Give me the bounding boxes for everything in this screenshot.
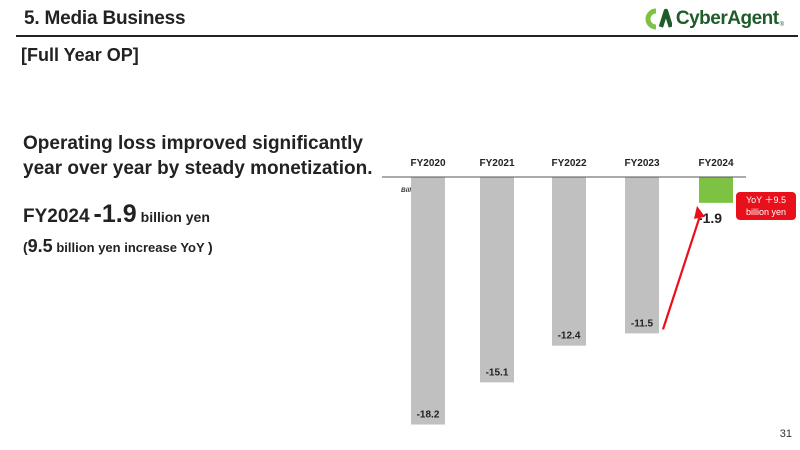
bar-fy2022 [552, 177, 586, 346]
page-number: 31 [779, 428, 792, 440]
logo-wordmark: CyberAgent [675, 8, 779, 29]
data-label: -1.9 [698, 210, 722, 226]
data-label: -18.2 [417, 410, 440, 421]
note-close-paren: ) [208, 239, 213, 255]
note-value: 9.5 [27, 236, 53, 256]
headline-text: Operating loss improved significantly ye… [23, 133, 373, 179]
x-tick-label: FY2020 [410, 158, 445, 169]
data-label: -15.1 [486, 367, 509, 378]
page-title: 5. Media Business [24, 8, 186, 29]
logo-registered-mark: ® [779, 22, 784, 28]
bar-fy2023 [625, 177, 659, 334]
note-open-paren: ( [23, 239, 28, 255]
bar-fy2021 [480, 177, 514, 383]
yoy-arrow [661, 215, 702, 330]
data-label: -12.4 [558, 331, 581, 342]
cyberagent-logo-icon [645, 8, 672, 30]
yoy-callout-badge: YoY ＋9.5 billion yen [736, 192, 796, 220]
x-tick-label: FY2024 [698, 158, 733, 169]
yoy-callout-line1: YoY ＋9.5 [745, 195, 787, 205]
fy2024-label: FY2024 [23, 206, 90, 227]
title-divider [16, 35, 798, 37]
fy2024-result: FY2024 -1.9 billion yen [23, 200, 210, 229]
bar-fy2024 [699, 177, 733, 203]
fy2024-unit: billion yen [140, 209, 210, 225]
data-label: -11.5 [631, 318, 654, 329]
bar-fy2020 [411, 177, 445, 425]
yoy-callout-line2: billion yen [745, 207, 787, 217]
note-text: billion yen increase YoY [52, 240, 209, 255]
x-tick-label: FY2023 [624, 158, 659, 169]
section-subtitle: [Full Year OP] [21, 45, 139, 65]
cyberagent-logo: CyberAgent ® [644, 6, 784, 32]
yoy-note: (9.5 billion yen increase YoY ) [23, 236, 213, 257]
yoy-arrow-head [694, 205, 705, 219]
x-tick-label: FY2022 [551, 158, 586, 169]
x-tick-label: FY2021 [479, 158, 514, 169]
fy2024-value: -1.9 [93, 200, 137, 228]
